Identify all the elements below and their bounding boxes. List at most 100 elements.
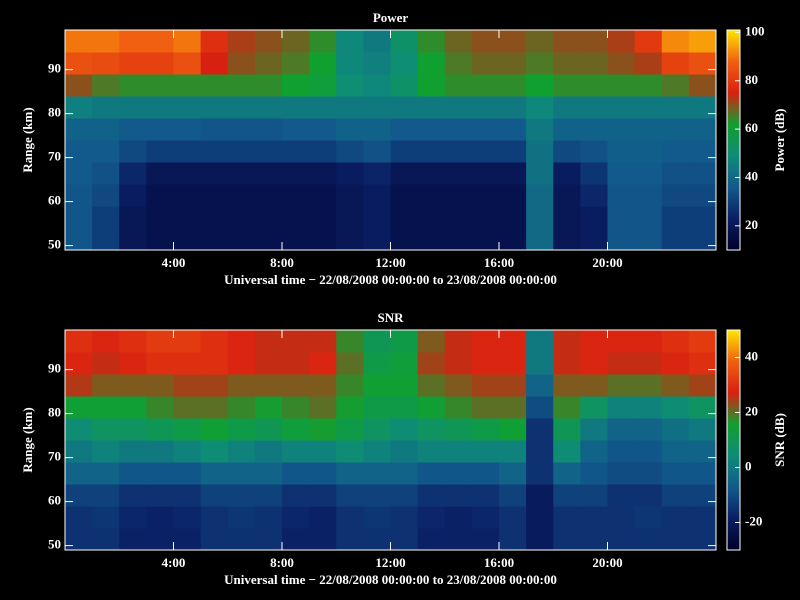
heatmap-cell [634, 374, 663, 397]
heatmap-cell [173, 440, 202, 463]
heatmap-cell [526, 162, 554, 185]
heatmap-cell [227, 440, 256, 463]
heatmap-cell [499, 52, 527, 75]
heatmap-cell [471, 352, 500, 375]
heatmap-cell [254, 30, 283, 53]
heatmap-cell [607, 396, 636, 419]
heatmap-cell [580, 96, 608, 119]
heatmap-cell [580, 206, 608, 229]
heatmap-cell [65, 96, 93, 119]
heatmap-cell [661, 52, 690, 75]
heatmap-cell [146, 462, 174, 485]
heatmap-cell [499, 374, 527, 397]
heatmap-cell [119, 228, 147, 251]
heatmap-cell [444, 206, 473, 229]
heatmap-cell [526, 184, 554, 207]
heatmap-cell [688, 74, 717, 97]
heatmap-cell [444, 352, 473, 375]
heatmap-cell [553, 162, 581, 185]
heatmap-cell [309, 74, 337, 97]
heatmap-cell [444, 74, 473, 97]
heatmap-cell [227, 228, 256, 251]
heatmap-cell [553, 228, 581, 251]
heatmap-cell [173, 162, 202, 185]
heatmap-cell [417, 418, 446, 441]
heatmap-cell [390, 528, 419, 551]
heatmap-cell [580, 118, 608, 141]
heatmap-cell [553, 52, 581, 75]
heatmap-cell [661, 206, 690, 229]
heatmap-cell [146, 162, 174, 185]
heatmap-cell [634, 140, 663, 163]
heatmap-cell [417, 330, 446, 353]
heatmap-cell [173, 374, 202, 397]
heatmap-cell [309, 396, 337, 419]
heatmap-cell [363, 462, 391, 485]
heatmap-cell [553, 418, 581, 441]
heatmap-cell [65, 330, 93, 353]
heatmap-cell [471, 396, 500, 419]
heatmap-cell [471, 440, 500, 463]
heatmap-cell [282, 418, 310, 441]
heatmap-cell [607, 484, 636, 507]
heatmap-cell [254, 96, 283, 119]
heatmap-cell [200, 206, 229, 229]
x-axis-label: Universal time − 22/08/2008 00:00:00 to … [224, 572, 557, 587]
heatmap-cell [146, 74, 174, 97]
heatmap-cell [146, 206, 174, 229]
heatmap-cell [661, 162, 690, 185]
heatmap-cell [200, 96, 229, 119]
heatmap-cell [200, 462, 229, 485]
heatmap-cell [309, 30, 337, 53]
heatmap-cell [390, 330, 419, 353]
heatmap-cell [92, 330, 120, 353]
heatmap-cell [309, 162, 337, 185]
heatmap-cell [363, 484, 391, 507]
heatmap-cell [309, 352, 337, 375]
heatmap-cell [390, 140, 419, 163]
heatmap-cell [92, 440, 120, 463]
heatmap-cell [173, 506, 202, 529]
heatmap-cell [336, 506, 364, 529]
heatmap-cell [580, 140, 608, 163]
heatmap-cell [417, 440, 446, 463]
heatmap-cell [200, 30, 229, 53]
heatmap-cell [526, 374, 554, 397]
heatmap-cell [553, 74, 581, 97]
heatmap-cell [146, 374, 174, 397]
heatmap-cell [580, 162, 608, 185]
heatmap-cell [200, 528, 229, 551]
heatmap-cell [336, 352, 364, 375]
heatmap-cell [661, 352, 690, 375]
heatmap-cell [146, 352, 174, 375]
heatmap-cell [526, 140, 554, 163]
heatmap-cell [580, 484, 608, 507]
heatmap-cell [580, 528, 608, 551]
heatmap-cell [92, 396, 120, 419]
heatmap-cell [119, 506, 147, 529]
heatmap-cell [227, 74, 256, 97]
heatmap-cell [444, 118, 473, 141]
heatmap-cell [92, 74, 120, 97]
heatmap-cell [417, 506, 446, 529]
heatmap-cell [634, 52, 663, 75]
heatmap-cell [634, 330, 663, 353]
heatmap-cell [688, 352, 717, 375]
heatmap-cell [92, 418, 120, 441]
heatmap-cell [92, 52, 120, 75]
heatmap-cell [526, 484, 554, 507]
colorbar-tick-label: 0 [745, 458, 752, 473]
heatmap-cell [688, 184, 717, 207]
heatmap-cell [65, 484, 93, 507]
heatmap-cell [254, 484, 283, 507]
heatmap-cell [119, 462, 147, 485]
colorbar-label: SNR (dB) [772, 413, 787, 467]
y-tick-label: 60 [48, 193, 61, 208]
heatmap-cell [227, 118, 256, 141]
heatmap-cell [282, 74, 310, 97]
heatmap-cell [363, 52, 391, 75]
heatmap-cell [526, 52, 554, 75]
heatmap-cell [254, 162, 283, 185]
heatmap-cell [553, 30, 581, 53]
heatmap-cell [471, 162, 500, 185]
